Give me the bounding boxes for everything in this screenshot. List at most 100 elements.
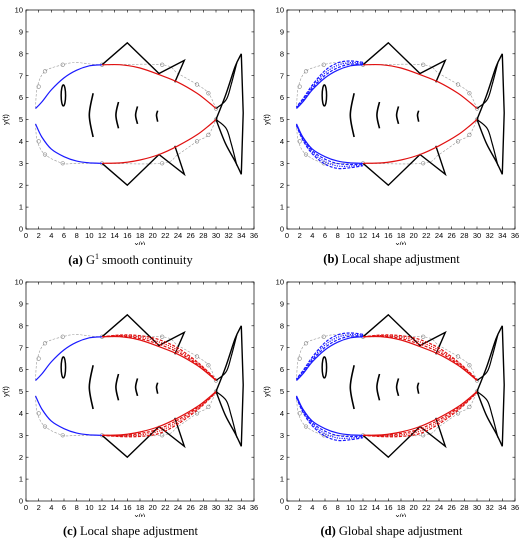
control-point: [421, 161, 426, 166]
red-curve-upper: [362, 335, 478, 381]
red-curve-lower: [101, 391, 217, 437]
red-curve-upper: [362, 335, 478, 381]
y-tick-label: 2: [280, 453, 284, 462]
x-tick-label: 12: [359, 231, 367, 240]
control-point: [421, 62, 426, 67]
gill-arc: [155, 382, 159, 394]
x-axis-label: x(t): [135, 512, 146, 517]
control-point: [60, 62, 65, 67]
x-axis-label: x(t): [396, 240, 407, 245]
panel-b: 0 2 4 6 8 10 12 14 16 18 20 22 24 26 28 30 32 34 36 0 1 2 3 4 5 6…: [261, 0, 522, 275]
y-tick-label: 3: [280, 431, 284, 440]
control-point: [455, 139, 461, 144]
red-curve-upper: [101, 335, 217, 381]
red-curve-lower: [362, 391, 478, 438]
x-tick-label: 10: [85, 231, 93, 240]
y-axis-label: y(t): [262, 386, 271, 397]
chart-b: 0 2 4 6 8 10 12 14 16 18 20 22 24 26 28 30 32 34 360123456…: [262, 6, 519, 245]
y-tick-label: 9: [19, 300, 23, 309]
fish-eye: [60, 84, 67, 107]
control-point: [467, 363, 472, 368]
control-point: [474, 106, 480, 111]
x-tick-label: 6: [62, 503, 66, 512]
red-curve-lower: [101, 391, 217, 437]
x-tick-label: 8: [75, 503, 79, 512]
caption-text-2: smooth continuity: [98, 253, 193, 268]
y-tick-label: 9: [19, 28, 23, 37]
top-fin: [362, 41, 447, 83]
y-tick-label: 7: [19, 343, 23, 352]
x-tick-label: 6: [323, 231, 327, 240]
tail-inner-upper: [476, 62, 499, 109]
x-tick-label: 6: [323, 503, 327, 512]
x-tick-label: 18: [136, 503, 144, 512]
red-curve-upper: [362, 334, 478, 381]
control-point: [42, 424, 48, 429]
y-tick-label: 0: [19, 497, 23, 506]
x-tick-label: 4: [49, 503, 53, 512]
x-tick-label: 26: [447, 503, 455, 512]
x-tick-label: 28: [460, 231, 468, 240]
gill-arc: [349, 93, 355, 138]
y-tick-label: 0: [280, 225, 284, 234]
gill-arc: [115, 101, 120, 129]
x-tick-label: 32: [485, 231, 493, 240]
y-tick-label: 6: [280, 365, 284, 374]
gill-arc: [395, 106, 400, 125]
control-point: [60, 334, 65, 339]
control-point: [160, 62, 165, 67]
caption-text: Local shape adjustment: [341, 252, 460, 266]
control-point: [213, 378, 219, 383]
control-point: [297, 139, 302, 144]
x-tick-label: 24: [174, 503, 182, 512]
red-curve-lower: [362, 391, 478, 437]
control-point: [206, 404, 211, 409]
y-axis-label: y(t): [1, 386, 10, 397]
caption-c: (c) Local shape adjustment: [0, 524, 261, 539]
y-tick-label: 4: [280, 137, 284, 146]
gill-arc: [115, 373, 120, 401]
control-point: [297, 84, 302, 89]
blue-curve-upper: [296, 63, 364, 109]
x-tick-label: 14: [371, 503, 379, 512]
gill-arc: [395, 378, 400, 397]
caption-letter: (b): [323, 252, 339, 266]
panel-a: 0 2 4 6 8 10 12 14 16 18 20 22 24 26 28 30 32 34 36 0 1 2 3 4 5 6…: [0, 0, 261, 275]
x-axis-label: x(t): [396, 512, 407, 517]
tail-inner-lower: [476, 391, 499, 438]
x-tick-label: 20: [148, 503, 156, 512]
y-tick-label: 10: [276, 278, 284, 287]
x-tick-label: 36: [511, 503, 519, 512]
red-curve-upper: [101, 334, 217, 381]
x-tick-label: 2: [298, 503, 302, 512]
control-point: [206, 91, 211, 96]
control-point: [42, 152, 48, 157]
red-curve-upper: [101, 334, 217, 381]
x-tick-label: 22: [161, 503, 169, 512]
caption-b: (b) Local shape adjustment: [261, 252, 522, 267]
x-tick-label: 20: [409, 231, 417, 240]
tail-lower: [476, 391, 503, 447]
y-tick-label: 4: [19, 137, 23, 146]
gill-arc: [134, 106, 139, 125]
y-axis-label: y(t): [262, 114, 271, 125]
x-tick-label: 12: [359, 503, 367, 512]
x-tick-label: 28: [199, 231, 207, 240]
y-tick-label: 2: [19, 453, 23, 462]
blue-curve-upper: [35, 64, 103, 109]
y-tick-label: 8: [19, 49, 23, 58]
top-fin: [101, 313, 186, 355]
x-tick-label: 2: [37, 503, 41, 512]
x-tick-label: 16: [123, 231, 131, 240]
x-tick-label: 24: [174, 231, 182, 240]
control-point: [303, 424, 309, 429]
x-tick-label: 30: [473, 231, 481, 240]
plot-frame: [25, 281, 255, 502]
x-tick-label: 34: [498, 231, 506, 240]
x-tick-label: 32: [485, 503, 493, 512]
gill-arc: [376, 101, 381, 129]
x-tick-label: 26: [186, 231, 194, 240]
y-tick-label: 8: [280, 321, 284, 330]
caption-text: Local shape adjustment: [79, 524, 199, 538]
y-tick-label: 2: [19, 181, 23, 190]
